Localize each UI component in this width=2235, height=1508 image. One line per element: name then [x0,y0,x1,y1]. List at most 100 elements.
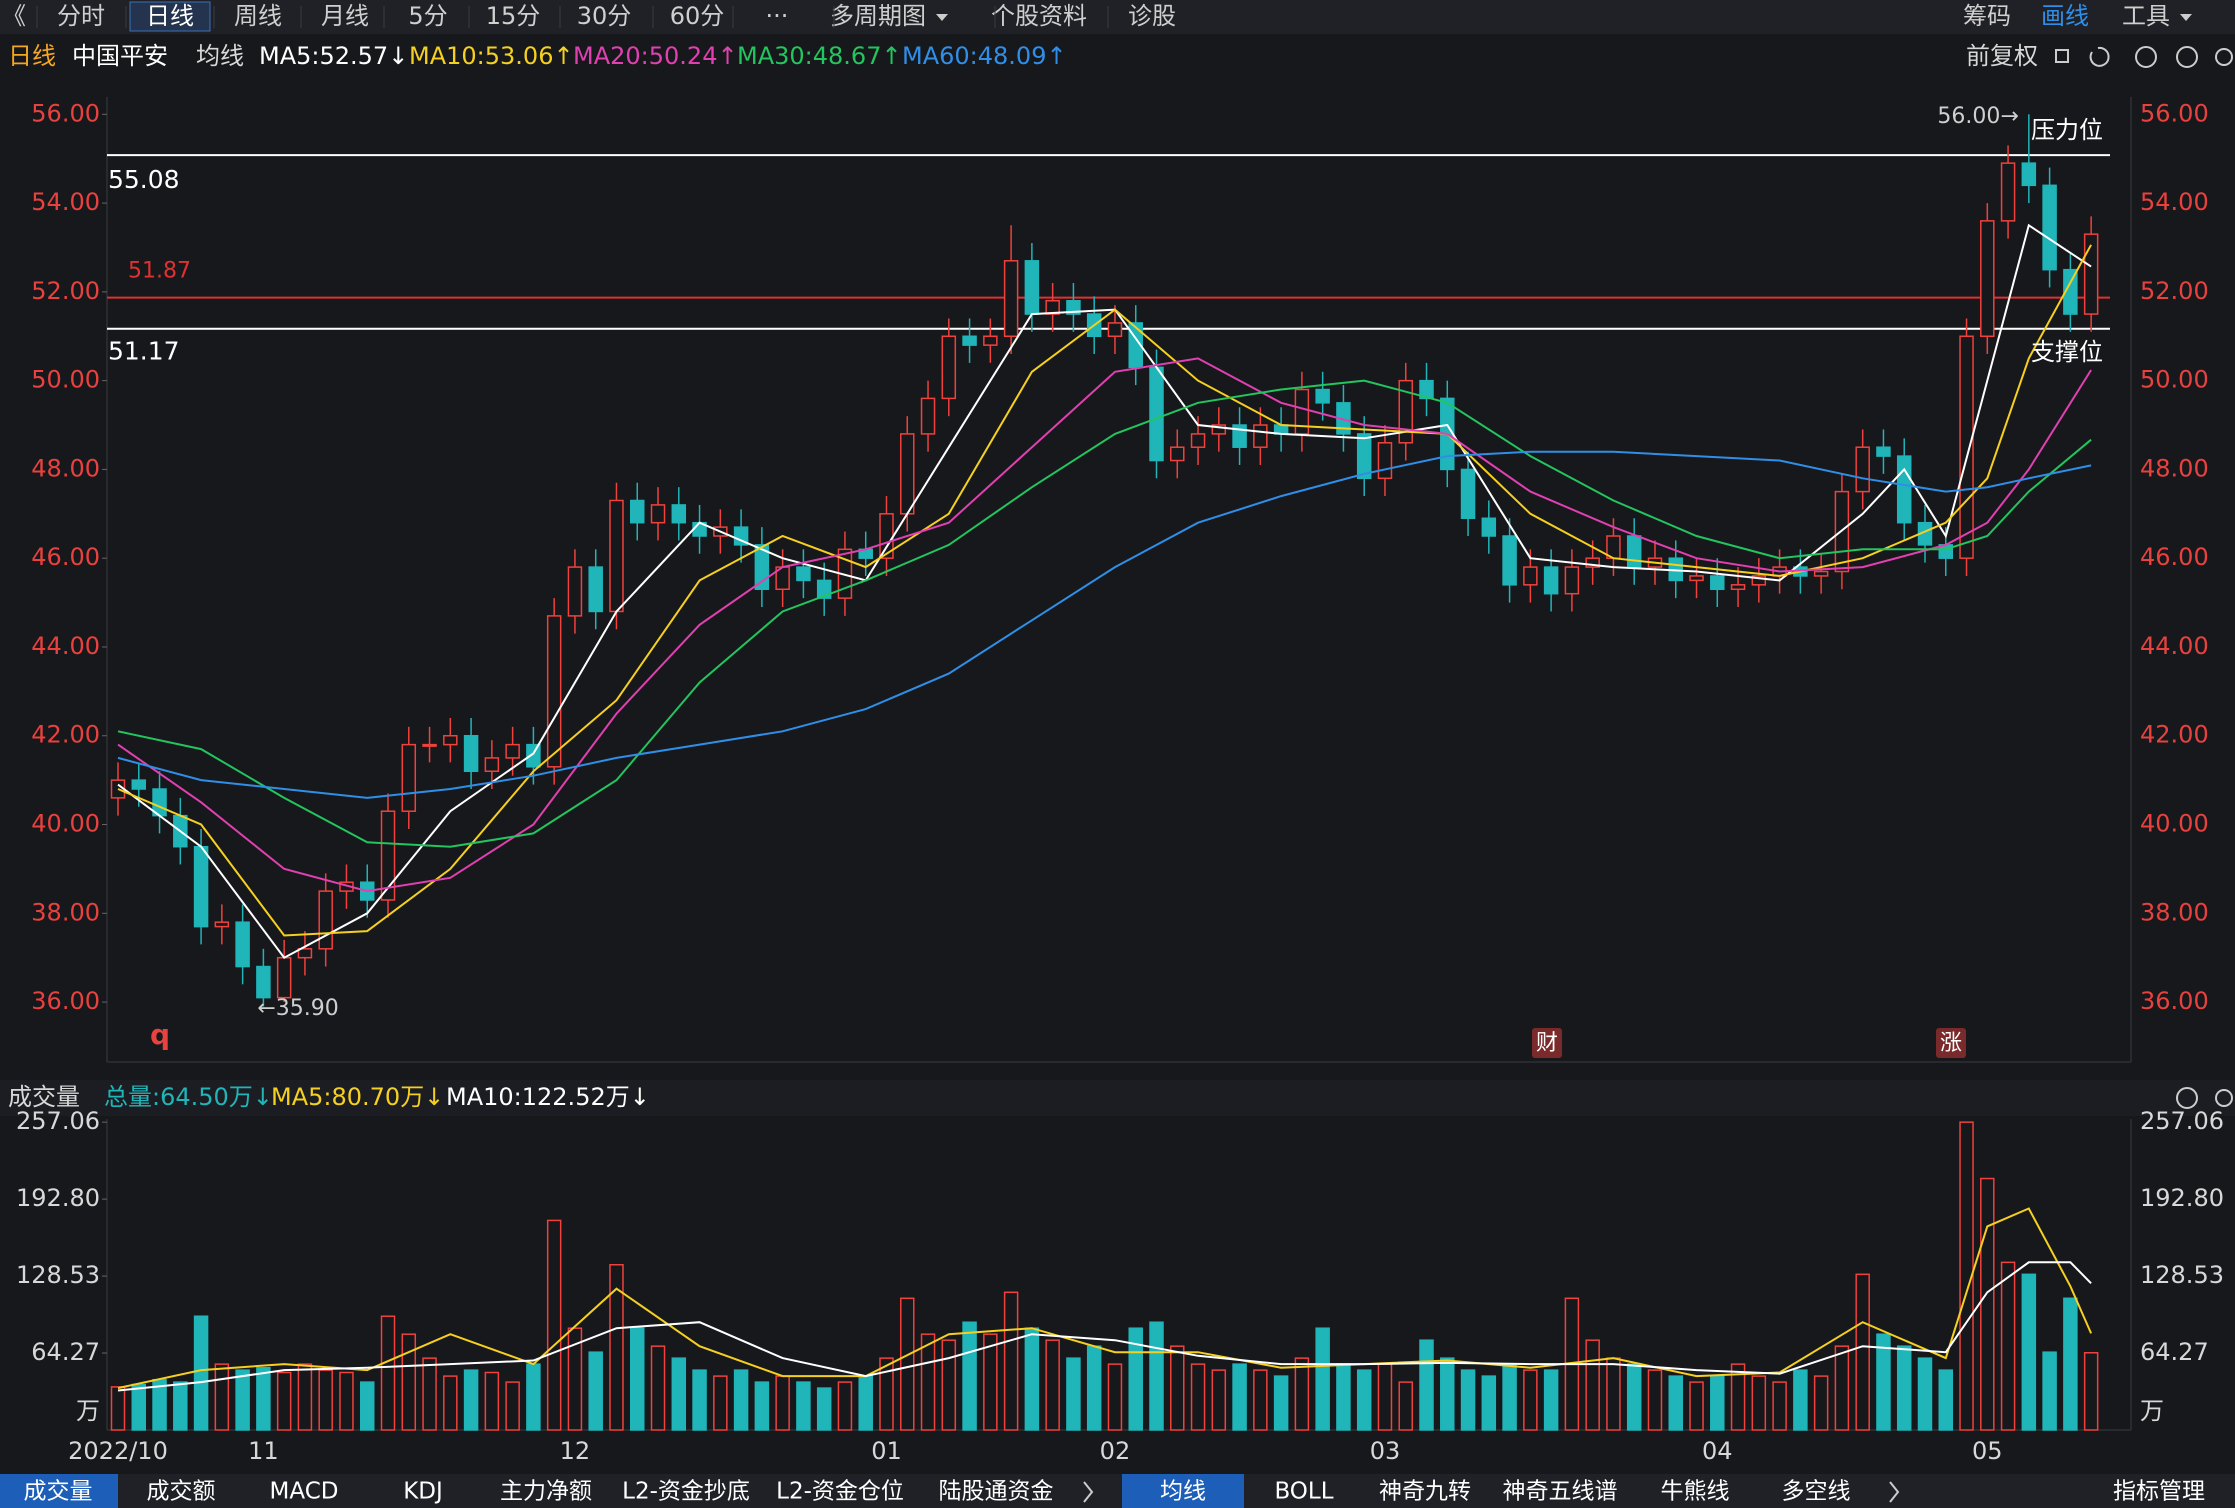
zoom-in-icon[interactable] [2135,46,2157,68]
volume-bar [1460,1369,1476,1431]
candle-body [1481,517,1497,537]
overlay-tab[interactable]: 神奇五线谱 [1503,1479,1618,1505]
volume-bar [1606,1357,1621,1431]
volume-bar [692,1369,707,1431]
candle-body [1543,566,1559,595]
candle-body [1626,535,1642,568]
indicator-tab[interactable]: L2-资金仓位 [776,1479,904,1505]
toolbar-right[interactable]: 画线 [2041,2,2089,30]
ma-line [117,379,2092,848]
close-icon[interactable] [2176,1087,2198,1109]
adjust-label[interactable]: 前复权 [1966,42,2038,70]
toolbar-tab[interactable]: 分时 [57,2,105,30]
toolbar-tab[interactable]: 诊股 [1128,2,1176,30]
volume-bar [1419,1339,1434,1431]
price-tick-label: 54.00 [31,188,100,216]
candle-body [941,335,957,400]
ma-line [117,357,2092,893]
indicator-tab[interactable]: KDJ [403,1479,443,1505]
toolbar-tab[interactable]: 周线 [234,2,282,30]
active-indicator-tab [0,1474,118,1508]
toolbar-tab[interactable]: 15分 [486,2,541,30]
volume-bar [858,1375,873,1431]
candle-body [214,921,230,928]
candle-body [1398,379,1413,444]
toolbar-tab[interactable]: 多周期图 [830,2,926,30]
price-tick-label-right: 52.00 [2140,277,2209,305]
price-tick-label-right: 36.00 [2140,987,2209,1015]
overlay-tab[interactable]: 神奇九转 [1379,1479,1471,1505]
zoom-out-icon[interactable] [2176,46,2198,68]
candle-body [1107,322,1123,338]
volume-bar [1980,1177,1995,1431]
toolbar-tab[interactable]: 5分 [408,2,447,30]
volume-bar [630,1327,645,1431]
volume-bar [775,1375,790,1431]
event-marker[interactable]: 涨 [1940,1031,1962,1056]
indicator-tab[interactable]: MACD [270,1479,339,1505]
ma-legend: MA60:48.09↑ [902,42,1067,70]
volume-bar [297,1363,313,1431]
candle-body [567,566,583,617]
candle-body [443,734,458,746]
volume-bar [1440,1357,1455,1431]
event-marker-bg[interactable] [1532,1028,1562,1058]
volume-bar [671,1357,687,1431]
event-marker-bg[interactable] [1936,1028,1966,1058]
volume-bar [1523,1369,1538,1431]
toolbar-right[interactable]: 工具 [2122,2,2170,30]
dropdown-arrow [936,14,948,21]
toolbar-tab[interactable]: ··· [766,2,789,30]
dropdown-arrow [2180,14,2192,21]
resistance-label: 压力位 [2031,116,2103,144]
settings-icon[interactable] [2215,48,2233,66]
volume-tick-label: 128.53 [16,1261,100,1289]
date-label: 05 [1972,1437,2003,1465]
price-tick-label: 56.00 [31,99,100,127]
indicator-tab[interactable]: L2-资金抄底 [622,1479,750,1505]
indicator-tab[interactable]: 陆股通资金 [939,1479,1054,1505]
volume-bar [463,1369,479,1431]
indicator-tab[interactable]: 成交量 [24,1479,93,1505]
candle-body [630,499,645,524]
candle-body [193,845,209,928]
toolbar-tab[interactable]: 30分 [577,2,632,30]
toolbar-bg [0,0,2235,34]
volume-settings-icon[interactable] [2215,1089,2233,1107]
candle-body [422,743,437,747]
volume-bar [1647,1369,1663,1431]
volume-bar [1211,1369,1227,1431]
overlay-tab[interactable]: 均线 [1160,1479,1206,1505]
candle-body [401,743,417,812]
overlay-tab[interactable]: 牛熊线 [1661,1479,1730,1505]
volume-bar [1086,1345,1102,1431]
volume-tick-label-right: 64.27 [2140,1338,2209,1366]
price-tick-label: 50.00 [31,366,100,394]
toolbar-tab[interactable]: 60分 [670,2,725,30]
undo-icon[interactable] [2089,46,2110,67]
toolbar-tab[interactable]: 个股资料 [991,2,1087,30]
ma-line [117,450,2092,799]
indicator-tab[interactable]: 成交额 [147,1479,216,1505]
lock-icon[interactable] [2055,49,2069,63]
candle-body [588,566,603,613]
toolbar-tab[interactable]: 《 [2,2,26,30]
volume-unit-right: 万 [2140,1397,2164,1425]
indicator-manage[interactable]: 指标管理 [2113,1479,2205,1505]
candle-body [920,397,936,435]
event-marker[interactable]: 财 [1536,1031,1558,1056]
volume-bar [1959,1121,1974,1431]
toolbar-tab[interactable]: 日线 [146,2,194,30]
volume-tick-label-right: 192.80 [2140,1184,2224,1212]
overlay-tab[interactable]: BOLL [1274,1479,1333,1505]
indicator-tab[interactable]: 主力净额 [500,1479,592,1505]
candle-body [1024,260,1040,315]
overlay-tab[interactable]: 多空线 [1782,1479,1851,1505]
volume-bar [816,1387,832,1431]
toolbar-right[interactable]: 筹码 [1963,2,2011,30]
date-label: 2022/10 [68,1437,168,1465]
level-label: 51.17 [108,337,180,366]
toolbar-tab[interactable]: 月线 [321,2,369,30]
volume-bar [1294,1357,1310,1431]
bottom-bar-bg [0,1474,2235,1508]
